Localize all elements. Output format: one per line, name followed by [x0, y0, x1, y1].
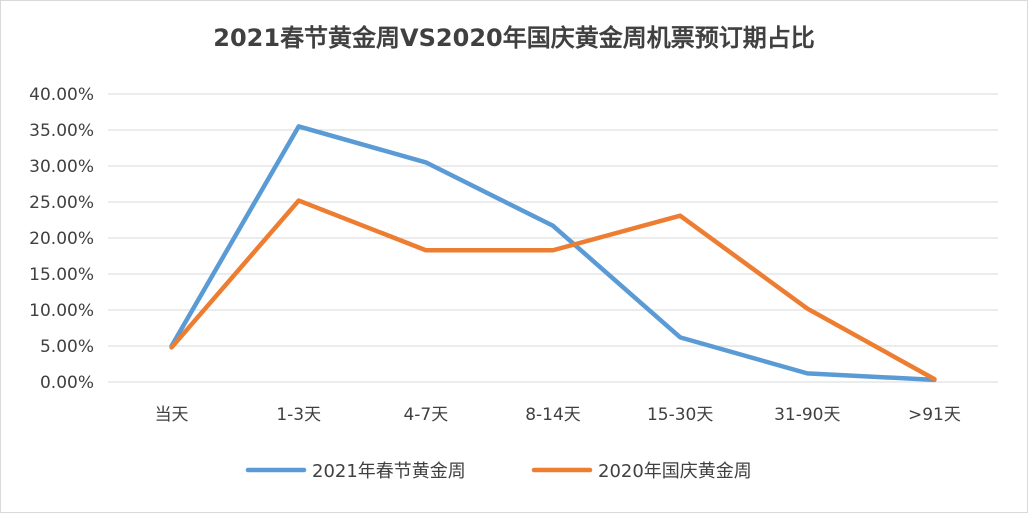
y-tick-label: 0.00%: [40, 373, 94, 393]
data-point: [171, 346, 173, 348]
data-point: [679, 215, 681, 217]
y-tick-label: 5.00%: [40, 337, 94, 357]
data-point: [425, 161, 427, 163]
legend: 2021年春节黄金周 2020年国庆黄金周: [245, 461, 752, 482]
y-tick-label: 10.00%: [29, 301, 94, 321]
x-tick-label: 15-30天: [647, 405, 713, 425]
legend-label: 2021年春节黄金周: [312, 461, 466, 482]
y-tick-label: 40.00%: [29, 85, 94, 105]
data-point: [806, 372, 808, 374]
data-point: [933, 378, 935, 380]
data-point: [298, 125, 300, 127]
data-point: [425, 249, 427, 251]
y-tick-label: 15.00%: [29, 265, 94, 285]
y-axis: 0.00% 5.00% 10.00% 15.00% 20.00% 25.00% 30.00%…: [29, 85, 94, 393]
y-tick-label: 25.00%: [29, 193, 94, 213]
legend-label: 2020年国庆黄金周: [598, 461, 752, 482]
x-tick-label: 当天: [155, 405, 189, 425]
data-point: [679, 336, 681, 338]
y-tick-label: 20.00%: [29, 229, 94, 249]
y-tick-label: 30.00%: [29, 157, 94, 177]
x-tick-label: 4-7天: [403, 405, 448, 425]
series-line-1: [169, 124, 937, 383]
data-point: [552, 225, 554, 227]
data-point: [298, 200, 300, 202]
y-tick-label: 35.00%: [29, 121, 94, 141]
chart-title: 2021春节黄金周VS2020年国庆黄金周机票预订期占比: [213, 24, 814, 52]
gridlines: [108, 93, 998, 383]
x-tick-label: 1-3天: [276, 405, 321, 425]
x-tick-label: >91天: [908, 405, 961, 425]
x-tick-label: 31-90天: [774, 405, 840, 425]
data-point: [552, 249, 554, 251]
series-lines: [169, 124, 937, 383]
x-tick-label: 8-14天: [525, 405, 581, 425]
x-axis: 当天 1-3天 4-7天 8-14天 15-30天 31-90天 >91天: [155, 405, 961, 425]
data-point: [806, 308, 808, 310]
